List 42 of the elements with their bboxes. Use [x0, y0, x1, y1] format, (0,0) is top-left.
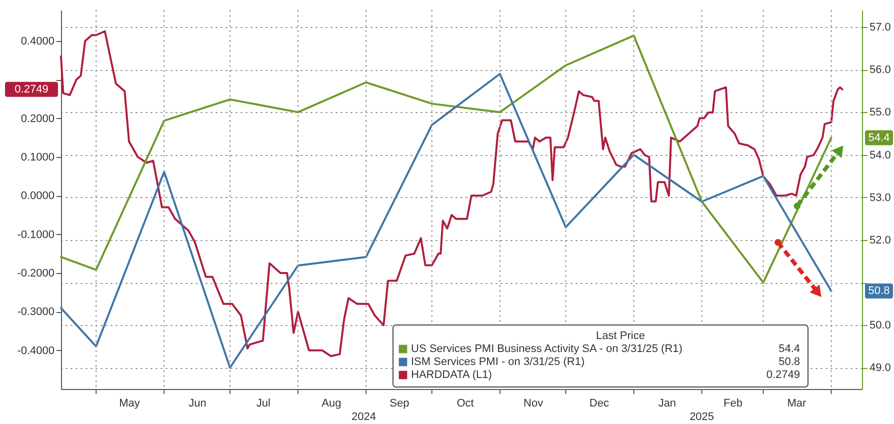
x-tick-label: May: [119, 398, 140, 410]
x-tick-label: Jul: [256, 398, 270, 410]
y2-tick-label: 54.0: [870, 149, 891, 162]
y2-tick-label: 52.0: [870, 234, 891, 246]
x-tick-label: Dec: [589, 398, 610, 410]
x-tick-label: Nov: [524, 398, 544, 410]
y-tick-label: -0.1000: [17, 228, 54, 241]
y-tick-label: 0.4000: [20, 35, 54, 48]
y2-tick-label: 50.0: [870, 320, 891, 332]
y-tick-label: 0.2000: [20, 112, 54, 125]
y-tick-label: -0.4000: [17, 344, 54, 357]
x-tick-label: Mar: [787, 398, 806, 410]
text: 2024: [352, 411, 376, 423]
legend-title: Last Price: [596, 330, 645, 342]
text: 50.8: [868, 285, 890, 298]
line-series: [60, 72, 832, 369]
x-tick-label: Oct: [456, 398, 474, 410]
annotation: 0.2749: [766, 369, 800, 381]
x-tick-label: Sep: [390, 398, 410, 410]
legend-label: HARDDATA (L1): [411, 369, 492, 381]
annotation: 54.4: [778, 343, 800, 355]
y-tick-label: 0.0000: [20, 190, 54, 202]
y2-tick-label: 53.0: [870, 192, 891, 204]
line-series: [60, 34, 832, 284]
legend-label: US Services PMI Business Activity SA - on 3/31/25 (R1): [411, 343, 682, 355]
text: 54.4: [868, 132, 890, 144]
x-tick-label: Aug: [322, 398, 342, 410]
y-tick-label: -0.3000: [17, 306, 54, 318]
annotation: 50.8: [778, 356, 800, 368]
y-tick-label: -0.2000: [17, 267, 54, 280]
y2-tick-label: 57.0: [870, 22, 891, 34]
x-tick-label: Jun: [188, 398, 206, 410]
y2-tick-label: 56.0: [870, 64, 891, 76]
x-tick-label: Feb: [724, 398, 743, 410]
legend-label: ISM Services PMI - on 3/31/25 (R1): [411, 356, 585, 368]
y-tick-label: 0.1000: [20, 151, 54, 164]
text: 0.2749: [14, 83, 48, 96]
y2-tick-label: 55.0: [870, 106, 891, 119]
x-tick-label: Jan: [658, 398, 676, 410]
line-series: [60, 30, 844, 358]
y2-tick-label: 49.0: [870, 362, 891, 374]
text: 2025: [690, 411, 714, 423]
